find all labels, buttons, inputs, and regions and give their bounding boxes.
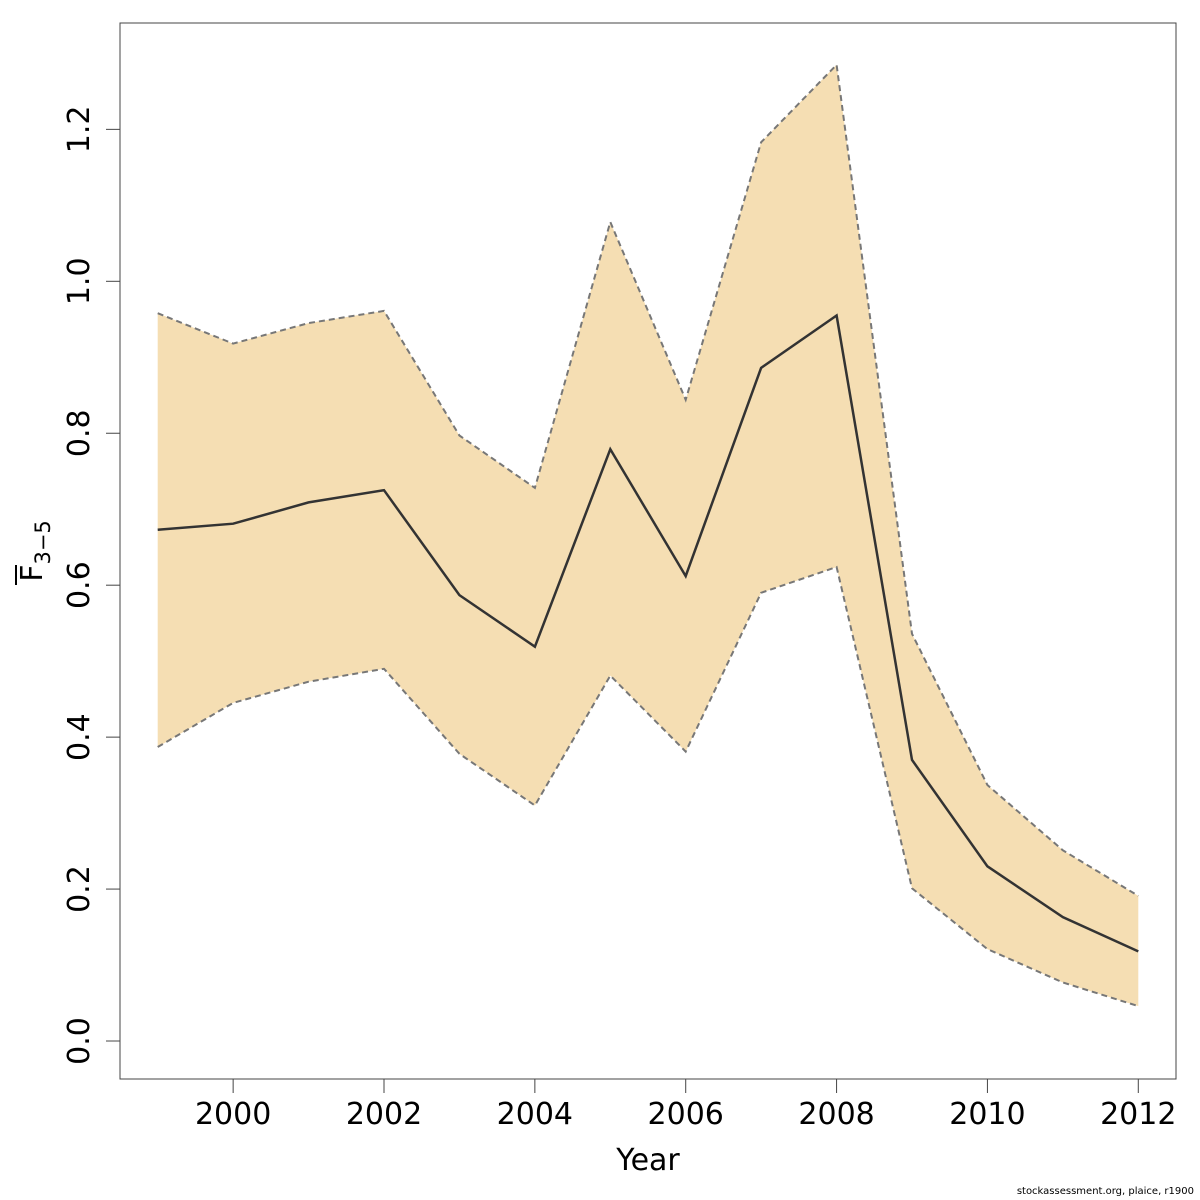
x-tick-label: 2008 [798,1097,874,1132]
svg-text:F3−5: F3−5 [15,520,55,582]
y-tick-label: 1.0 [62,257,97,305]
y-axis-title-subscript: 3−5 [31,520,55,564]
x-tick-label: 2010 [949,1097,1025,1132]
x-axis: 2000 2002 2004 2006 2008 2010 2012 [195,1079,1176,1132]
footnote: stockassessment.org, plaice, r1900 [1016,1186,1194,1197]
y-tick-label: 0.2 [62,865,97,913]
plot-frame [119,22,1177,1080]
y-tick-label: 1.2 [62,106,97,154]
x-tick-label: 2006 [648,1097,724,1132]
y-tick-label: 0.6 [62,561,97,609]
x-tick-label: 2000 [195,1097,271,1132]
y-tick-label: 0.4 [62,713,97,761]
y-tick-label: 0.8 [62,409,97,457]
lower-bound-line [157,565,1139,1008]
x-tick-label: 2012 [1100,1097,1176,1132]
y-axis-title: F3−5 [15,520,55,585]
estimate-line [157,313,1139,953]
confidence-band [157,64,1139,1007]
y-axis: 0.0 0.2 0.4 0.6 0.8 1.0 1.2 [62,106,120,1065]
x-tick-label: 2002 [346,1097,422,1132]
x-tick-label: 2004 [497,1097,573,1132]
x-axis-title: Year [615,1143,680,1178]
y-tick-label: 0.0 [62,1017,97,1065]
upper-bound-line [157,62,1139,897]
y-axis-title-main: F [15,565,50,582]
